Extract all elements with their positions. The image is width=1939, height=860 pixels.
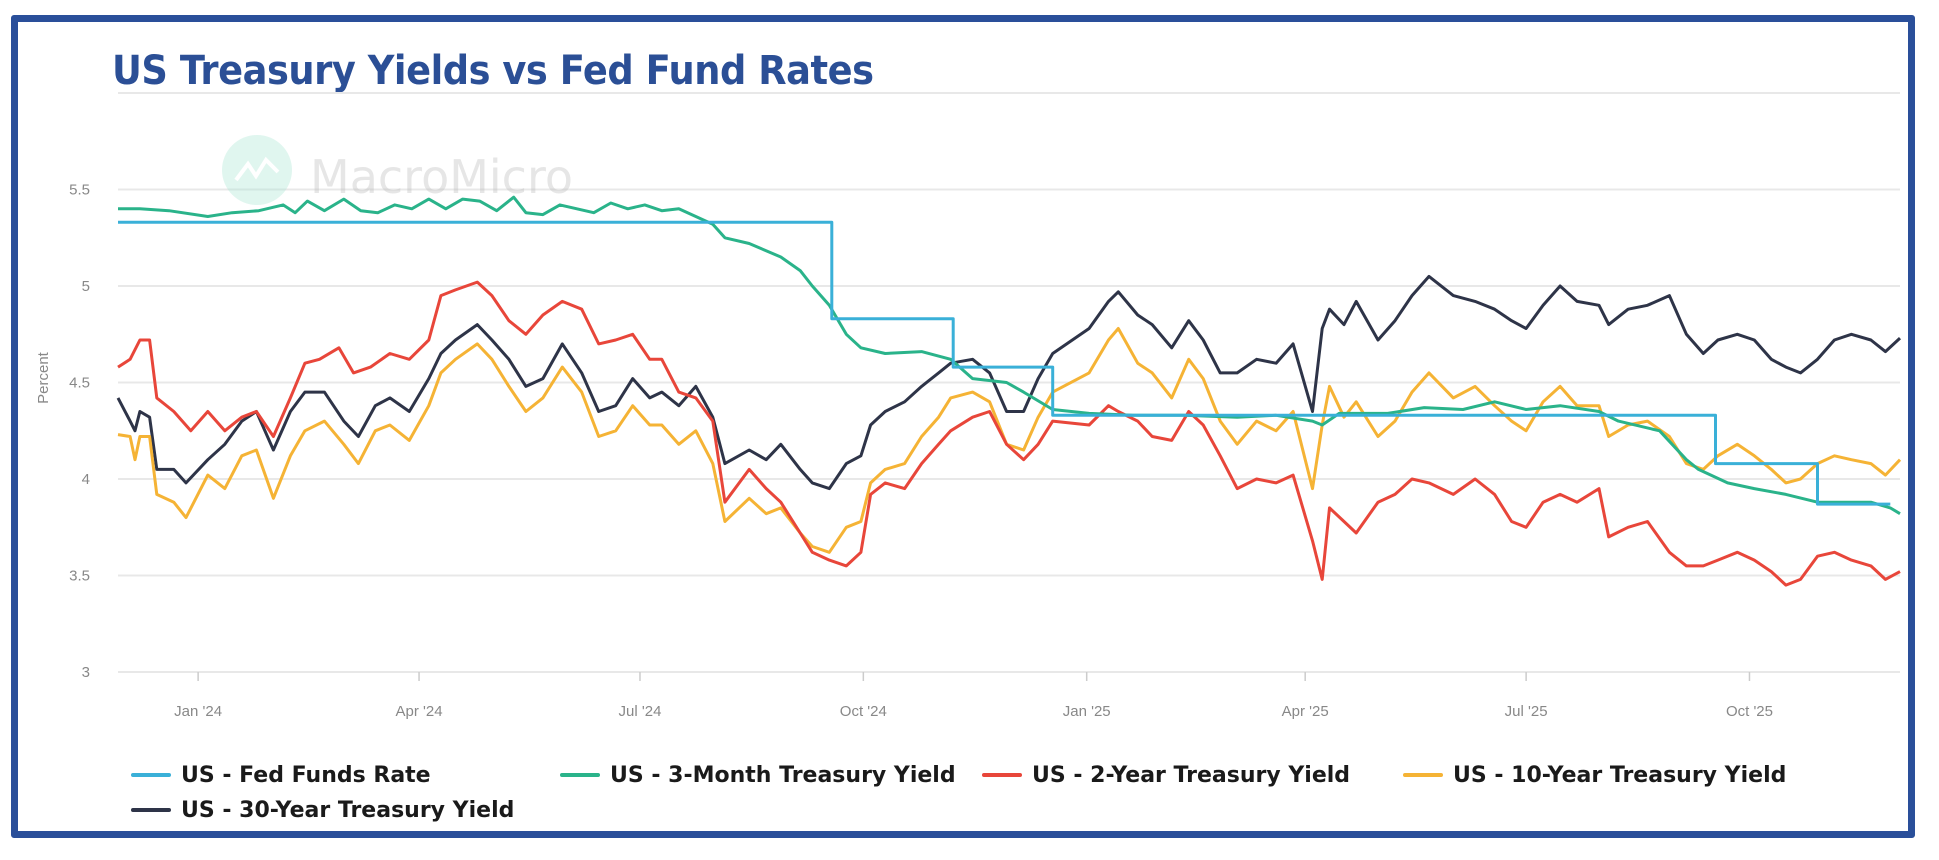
legend-swatch-icon (560, 773, 600, 777)
series-line-us-30-year-treasury-yield (116, 274, 1902, 491)
legend-label: US - Fed Funds Rate (181, 762, 431, 788)
x-axis: Jan '24 Apr '24 Jul '24 Oct '24 Jan '25 Apr '… (174, 672, 1773, 720)
x-tick-label: Jul '25 (1505, 703, 1548, 720)
watermark-text: MacroMicro (310, 150, 573, 204)
gridlines (118, 92, 1900, 673)
legend-item[interactable]: US - 30-Year Treasury Yield (131, 795, 514, 825)
x-tick-label: Jul '24 (619, 703, 662, 720)
y-axis: 3 3.5 4 4.5 5 5.5 (69, 182, 90, 682)
legend-label: US - 10-Year Treasury Yield (1453, 762, 1787, 788)
legend-item[interactable]: US - Fed Funds Rate (131, 760, 431, 790)
legend-swatch-icon (1403, 773, 1443, 777)
legend-label: US - 2-Year Treasury Yield (1032, 762, 1351, 788)
series-line-us-fed-funds-rate (118, 220, 1891, 506)
y-tick-label: 3.5 (69, 568, 90, 585)
legend-label: US - 30-Year Treasury Yield (181, 797, 515, 823)
x-tick-label: Jan '24 (174, 703, 222, 720)
series-line-us-2-year-treasury-yield (117, 280, 1901, 587)
chart-title: US Treasury Yields vs Fed Fund Rates (112, 48, 874, 94)
x-tick-label: Oct '25 (1726, 703, 1773, 720)
watermark-logo-icon (222, 135, 292, 205)
series-line-us-3-month-treasury-yield (118, 195, 1901, 515)
legend-label: US - 3-Month Treasury Yield (610, 762, 956, 788)
x-tick-label: Oct '24 (840, 703, 887, 720)
x-tick-label: Apr '25 (1282, 703, 1329, 720)
x-tick-label: Apr '24 (396, 703, 443, 720)
series-lines (116, 195, 1902, 587)
y-tick-label: 3 (82, 664, 90, 681)
legend-swatch-icon (982, 773, 1022, 777)
y-tick-label: 4.5 (69, 375, 90, 392)
legend-item[interactable]: US - 2-Year Treasury Yield (982, 760, 1350, 790)
y-tick-label: 4 (82, 471, 90, 488)
legend-swatch-icon (131, 808, 171, 812)
legend-swatch-icon (131, 773, 171, 777)
watermark: MacroMicro (222, 135, 573, 205)
series-line-us-10-year-treasury-yield (117, 327, 1902, 554)
y-axis-label: Percent (35, 351, 52, 404)
x-tick-label: Jan '25 (1063, 703, 1111, 720)
y-tick-label: 5.5 (69, 182, 90, 199)
legend-item[interactable]: US - 3-Month Treasury Yield (560, 760, 956, 790)
watermark-logo-glyph (234, 156, 280, 182)
y-tick-label: 5 (82, 278, 90, 295)
legend-item[interactable]: US - 10-Year Treasury Yield (1403, 760, 1786, 790)
